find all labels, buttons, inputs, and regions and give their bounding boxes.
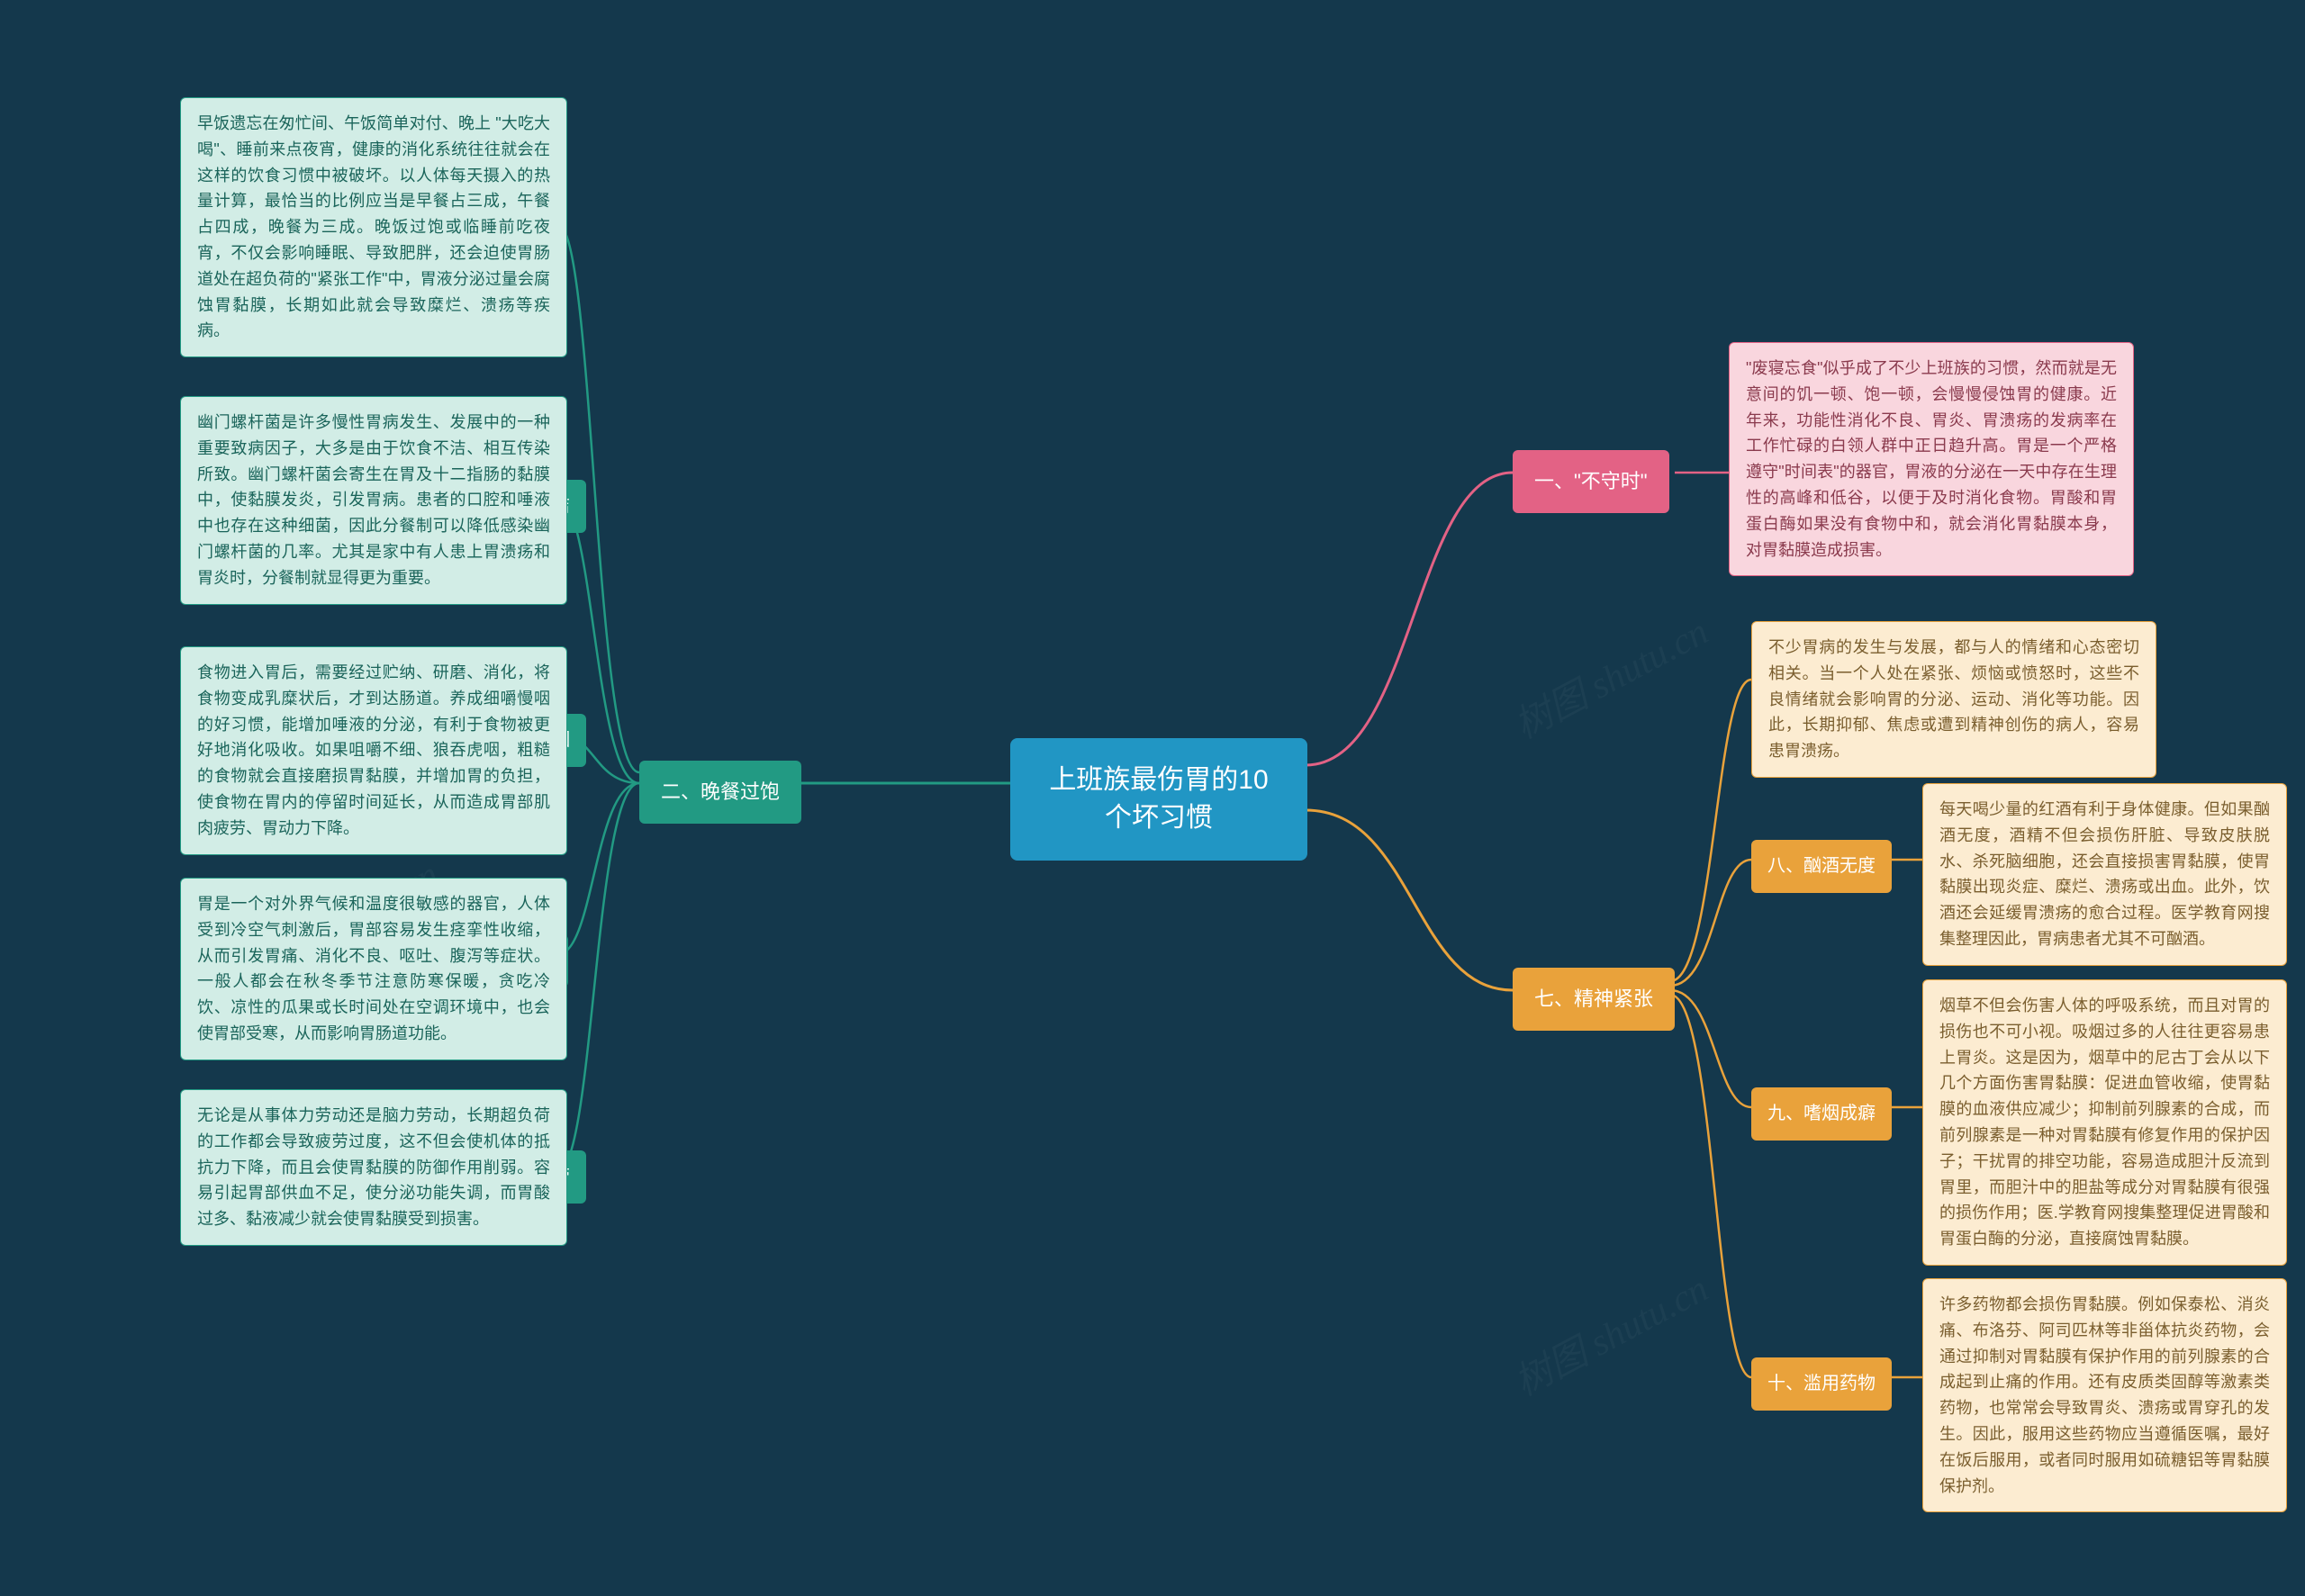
right-bottom-detail-top: 不少胃病的发生与发展，都与人的情绪和心态密切相关。当一个人处在紧张、烦恼或愤怒时…: [1751, 621, 2156, 778]
right-top-detail: "废寝忘食"似乎成了不少上班族的习惯，然而就是无意间的饥一顿、饱一顿，会慢慢侵蚀…: [1729, 342, 2134, 576]
left-child-detail-1: 食物进入胃后，需要经过贮纳、研磨、消化，将食物变成乳糜状后，才到达肠道。养成细嚼…: [180, 646, 567, 855]
left-child-detail-0: 幽门螺杆菌是许多慢性胃病发生、发展中的一种重要致病因子，大多是由于饮食不洁、相互…: [180, 396, 567, 605]
left-detail-top: 早饭遗忘在匆忙间、午饭简单对付、晚上 "大吃大喝"、睡前来点夜宵，健康的消化系统…: [180, 97, 567, 357]
right-child-label-2: 十、滥用药物: [1751, 1357, 1892, 1411]
right-child-label-0: 八、酗酒无度: [1751, 840, 1892, 893]
left-child-detail-3: 无论是从事体力劳动还是脑力劳动，长期超负荷的工作都会导致疲劳过度，这不但会使机体…: [180, 1089, 567, 1246]
right-child-detail-0: 每天喝少量的红酒有利于身体健康。但如果酗酒无度，酒精不但会损伤肝脏、导致皮肤脱水…: [1922, 783, 2287, 966]
center-node: 上班族最伤胃的10个坏习惯: [1010, 738, 1307, 861]
left-l1-node: 二、晚餐过饱: [639, 761, 801, 824]
right-child-label-1: 九、嗜烟成癖: [1751, 1087, 1892, 1141]
right-child-detail-1: 烟草不但会伤害人体的呼吸系统，而且对胃的损伤也不可小视。吸烟过多的人往往更容易患…: [1922, 979, 2287, 1266]
right-child-detail-2: 许多药物都会损伤胃黏膜。例如保泰松、消炎痛、布洛芬、阿司匹林等非甾体抗炎药物，会…: [1922, 1278, 2287, 1512]
right-top-l1-node: 一、"不守时": [1513, 450, 1669, 513]
watermark: 树图 shutu.cn: [1503, 601, 1716, 749]
left-child-detail-2: 胃是一个对外界气候和温度很敏感的器官，人体受到冷空气刺激后，胃部容易发生痉挛性收…: [180, 878, 567, 1060]
right-bottom-l1-node: 七、精神紧张: [1513, 968, 1675, 1031]
watermark: 树图 shutu.cn: [1503, 1258, 1716, 1406]
